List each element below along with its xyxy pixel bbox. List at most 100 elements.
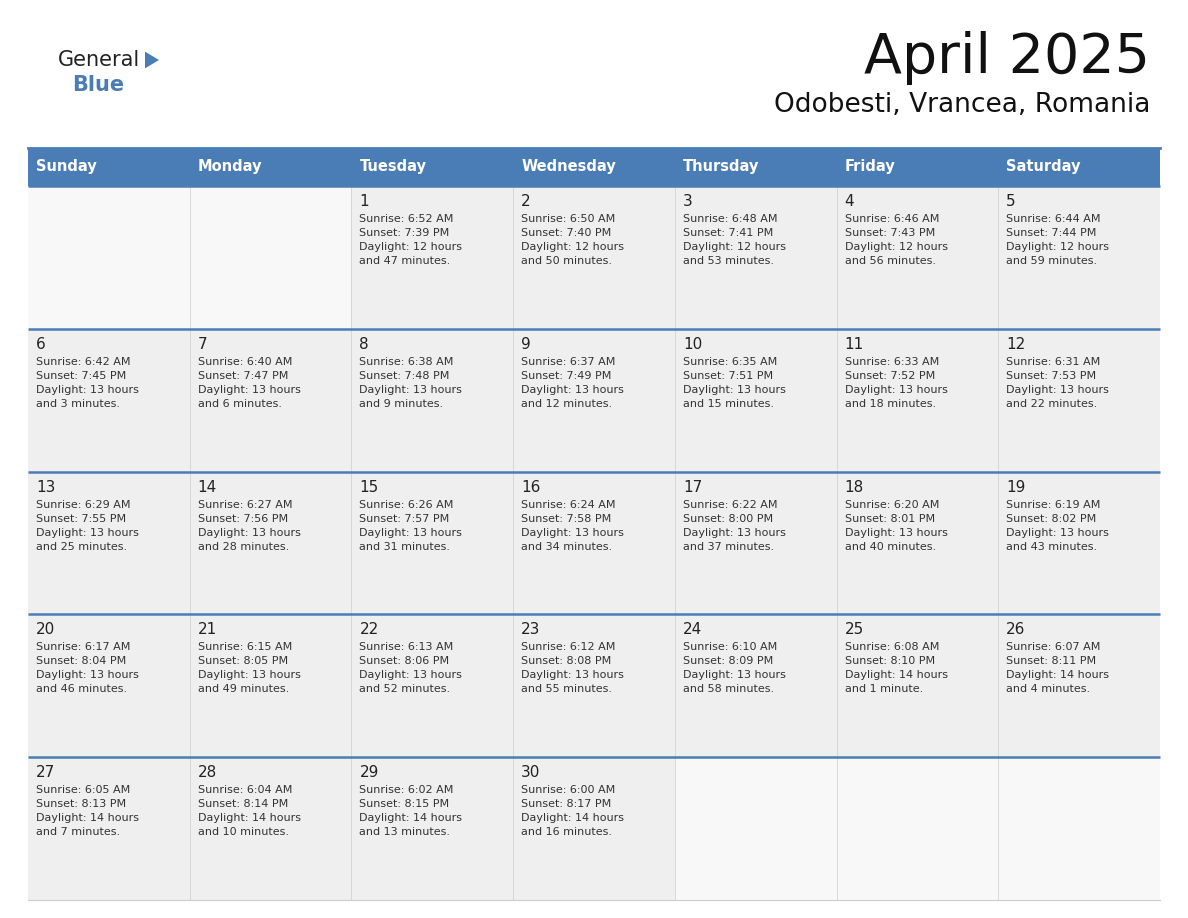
Text: Sunrise: 6:17 AM
Sunset: 8:04 PM
Daylight: 13 hours
and 46 minutes.: Sunrise: 6:17 AM Sunset: 8:04 PM Dayligh…	[36, 643, 139, 694]
Text: Sunrise: 6:31 AM
Sunset: 7:53 PM
Daylight: 13 hours
and 22 minutes.: Sunrise: 6:31 AM Sunset: 7:53 PM Dayligh…	[1006, 357, 1110, 409]
Bar	[513, 329, 675, 472]
Text: Tuesday: Tuesday	[360, 160, 426, 174]
Bar	[29, 472, 190, 614]
Bar	[29, 329, 190, 472]
Text: 6: 6	[36, 337, 46, 352]
Text: 12: 12	[1006, 337, 1025, 352]
Text: 29: 29	[360, 766, 379, 780]
Bar	[836, 757, 998, 900]
Text: Wednesday: Wednesday	[522, 160, 615, 174]
Text: 15: 15	[360, 479, 379, 495]
Text: 16: 16	[522, 479, 541, 495]
Text: Odobesti, Vrancea, Romania: Odobesti, Vrancea, Romania	[773, 92, 1150, 118]
Text: 28: 28	[197, 766, 217, 780]
Text: General: General	[58, 50, 140, 70]
Bar	[352, 329, 513, 472]
Bar	[513, 186, 675, 329]
Bar	[29, 186, 190, 329]
Text: Sunrise: 6:05 AM
Sunset: 8:13 PM
Daylight: 14 hours
and 7 minutes.: Sunrise: 6:05 AM Sunset: 8:13 PM Dayligh…	[36, 785, 139, 837]
Text: Sunrise: 6:33 AM
Sunset: 7:52 PM
Daylight: 13 hours
and 18 minutes.: Sunrise: 6:33 AM Sunset: 7:52 PM Dayligh…	[845, 357, 948, 409]
Bar	[190, 186, 352, 329]
Bar	[513, 614, 675, 757]
Text: 20: 20	[36, 622, 56, 637]
Text: April 2025: April 2025	[864, 31, 1150, 85]
Text: 1: 1	[360, 194, 369, 209]
Text: 10: 10	[683, 337, 702, 352]
Text: 3: 3	[683, 194, 693, 209]
Text: 8: 8	[360, 337, 369, 352]
Text: 25: 25	[845, 622, 864, 637]
Text: 5: 5	[1006, 194, 1016, 209]
Bar	[352, 614, 513, 757]
Text: 24: 24	[683, 622, 702, 637]
Text: 21: 21	[197, 622, 217, 637]
Bar	[675, 614, 836, 757]
Text: Sunrise: 6:26 AM
Sunset: 7:57 PM
Daylight: 13 hours
and 31 minutes.: Sunrise: 6:26 AM Sunset: 7:57 PM Dayligh…	[360, 499, 462, 552]
Text: Sunrise: 6:35 AM
Sunset: 7:51 PM
Daylight: 13 hours
and 15 minutes.: Sunrise: 6:35 AM Sunset: 7:51 PM Dayligh…	[683, 357, 785, 409]
Text: Sunrise: 6:08 AM
Sunset: 8:10 PM
Daylight: 14 hours
and 1 minute.: Sunrise: 6:08 AM Sunset: 8:10 PM Dayligh…	[845, 643, 948, 694]
Text: 7: 7	[197, 337, 208, 352]
Bar	[675, 757, 836, 900]
Text: Thursday: Thursday	[683, 160, 759, 174]
Bar	[675, 148, 836, 186]
Text: Sunrise: 6:24 AM
Sunset: 7:58 PM
Daylight: 13 hours
and 34 minutes.: Sunrise: 6:24 AM Sunset: 7:58 PM Dayligh…	[522, 499, 624, 552]
Bar	[190, 757, 352, 900]
Bar	[513, 472, 675, 614]
Bar	[352, 186, 513, 329]
Text: Sunrise: 6:38 AM
Sunset: 7:48 PM
Daylight: 13 hours
and 9 minutes.: Sunrise: 6:38 AM Sunset: 7:48 PM Dayligh…	[360, 357, 462, 409]
Text: Monday: Monday	[197, 160, 263, 174]
Text: 23: 23	[522, 622, 541, 637]
Bar	[836, 186, 998, 329]
Bar	[836, 148, 998, 186]
Text: Sunrise: 6:29 AM
Sunset: 7:55 PM
Daylight: 13 hours
and 25 minutes.: Sunrise: 6:29 AM Sunset: 7:55 PM Dayligh…	[36, 499, 139, 552]
Text: Sunrise: 6:15 AM
Sunset: 8:05 PM
Daylight: 13 hours
and 49 minutes.: Sunrise: 6:15 AM Sunset: 8:05 PM Dayligh…	[197, 643, 301, 694]
Text: Sunrise: 6:40 AM
Sunset: 7:47 PM
Daylight: 13 hours
and 6 minutes.: Sunrise: 6:40 AM Sunset: 7:47 PM Dayligh…	[197, 357, 301, 409]
Text: Sunrise: 6:46 AM
Sunset: 7:43 PM
Daylight: 12 hours
and 56 minutes.: Sunrise: 6:46 AM Sunset: 7:43 PM Dayligh…	[845, 214, 948, 266]
Bar	[190, 148, 352, 186]
Text: 13: 13	[36, 479, 56, 495]
Bar	[29, 148, 190, 186]
Text: 17: 17	[683, 479, 702, 495]
Text: Sunrise: 6:44 AM
Sunset: 7:44 PM
Daylight: 12 hours
and 59 minutes.: Sunrise: 6:44 AM Sunset: 7:44 PM Dayligh…	[1006, 214, 1110, 266]
Text: Blue: Blue	[72, 75, 124, 95]
Text: Sunrise: 6:52 AM
Sunset: 7:39 PM
Daylight: 12 hours
and 47 minutes.: Sunrise: 6:52 AM Sunset: 7:39 PM Dayligh…	[360, 214, 462, 266]
Bar	[675, 472, 836, 614]
Text: Sunrise: 6:22 AM
Sunset: 8:00 PM
Daylight: 13 hours
and 37 minutes.: Sunrise: 6:22 AM Sunset: 8:00 PM Dayligh…	[683, 499, 785, 552]
Text: 19: 19	[1006, 479, 1025, 495]
Bar	[190, 472, 352, 614]
Bar	[998, 472, 1159, 614]
Text: Sunrise: 6:13 AM
Sunset: 8:06 PM
Daylight: 13 hours
and 52 minutes.: Sunrise: 6:13 AM Sunset: 8:06 PM Dayligh…	[360, 643, 462, 694]
Bar	[998, 186, 1159, 329]
Bar	[836, 614, 998, 757]
Bar	[352, 148, 513, 186]
Text: Sunrise: 6:20 AM
Sunset: 8:01 PM
Daylight: 13 hours
and 40 minutes.: Sunrise: 6:20 AM Sunset: 8:01 PM Dayligh…	[845, 499, 948, 552]
Bar	[513, 148, 675, 186]
Text: Sunrise: 6:10 AM
Sunset: 8:09 PM
Daylight: 13 hours
and 58 minutes.: Sunrise: 6:10 AM Sunset: 8:09 PM Dayligh…	[683, 643, 785, 694]
Text: Sunrise: 6:37 AM
Sunset: 7:49 PM
Daylight: 13 hours
and 12 minutes.: Sunrise: 6:37 AM Sunset: 7:49 PM Dayligh…	[522, 357, 624, 409]
Text: 22: 22	[360, 622, 379, 637]
Text: Sunrise: 6:19 AM
Sunset: 8:02 PM
Daylight: 13 hours
and 43 minutes.: Sunrise: 6:19 AM Sunset: 8:02 PM Dayligh…	[1006, 499, 1110, 552]
Bar	[998, 148, 1159, 186]
Text: 9: 9	[522, 337, 531, 352]
Bar	[190, 614, 352, 757]
Bar	[352, 757, 513, 900]
Text: Sunrise: 6:04 AM
Sunset: 8:14 PM
Daylight: 14 hours
and 10 minutes.: Sunrise: 6:04 AM Sunset: 8:14 PM Dayligh…	[197, 785, 301, 837]
Text: Sunrise: 6:02 AM
Sunset: 8:15 PM
Daylight: 14 hours
and 13 minutes.: Sunrise: 6:02 AM Sunset: 8:15 PM Dayligh…	[360, 785, 462, 837]
Text: 27: 27	[36, 766, 56, 780]
Text: Friday: Friday	[845, 160, 896, 174]
Text: 4: 4	[845, 194, 854, 209]
Bar	[513, 757, 675, 900]
Text: Sunrise: 6:07 AM
Sunset: 8:11 PM
Daylight: 14 hours
and 4 minutes.: Sunrise: 6:07 AM Sunset: 8:11 PM Dayligh…	[1006, 643, 1110, 694]
Text: 14: 14	[197, 479, 217, 495]
Text: Saturday: Saturday	[1006, 160, 1081, 174]
Text: 26: 26	[1006, 622, 1025, 637]
Bar	[998, 329, 1159, 472]
Text: Sunday: Sunday	[36, 160, 96, 174]
Bar	[675, 186, 836, 329]
Bar	[352, 472, 513, 614]
Text: 11: 11	[845, 337, 864, 352]
Text: Sunrise: 6:48 AM
Sunset: 7:41 PM
Daylight: 12 hours
and 53 minutes.: Sunrise: 6:48 AM Sunset: 7:41 PM Dayligh…	[683, 214, 785, 266]
Text: Sunrise: 6:27 AM
Sunset: 7:56 PM
Daylight: 13 hours
and 28 minutes.: Sunrise: 6:27 AM Sunset: 7:56 PM Dayligh…	[197, 499, 301, 552]
Bar	[29, 614, 190, 757]
Text: Sunrise: 6:50 AM
Sunset: 7:40 PM
Daylight: 12 hours
and 50 minutes.: Sunrise: 6:50 AM Sunset: 7:40 PM Dayligh…	[522, 214, 624, 266]
